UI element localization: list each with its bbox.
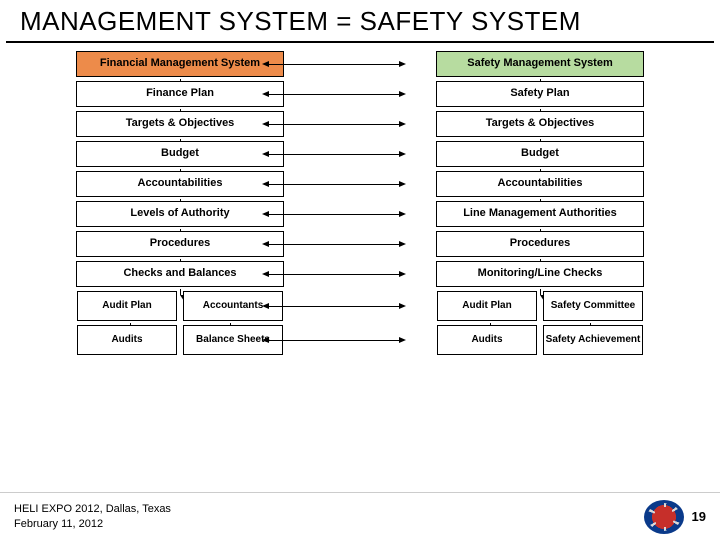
footer-text: HELI EXPO 2012, Dallas, Texas February 1… bbox=[14, 502, 171, 531]
left-box: Finance Plan bbox=[76, 81, 284, 107]
double-arrow-icon bbox=[268, 184, 400, 185]
left-split-box: Audits bbox=[77, 325, 177, 355]
logo-icon bbox=[644, 500, 684, 534]
page-number: 19 bbox=[692, 509, 706, 524]
page-title: MANAGEMENT SYSTEM = SAFETY SYSTEM bbox=[6, 0, 714, 43]
right-box: Accountabilities bbox=[436, 171, 644, 197]
right-box: Budget bbox=[436, 141, 644, 167]
right-box: Safety Plan bbox=[436, 81, 644, 107]
right-column: Safety Management System Safety Plan Targe… bbox=[410, 51, 670, 355]
footer-line1: HELI EXPO 2012, Dallas, Texas bbox=[14, 502, 171, 516]
slide: MANAGEMENT SYSTEM = SAFETY SYSTEM Financ… bbox=[0, 0, 720, 540]
right-box: Procedures bbox=[436, 231, 644, 257]
double-arrow-icon bbox=[268, 306, 400, 307]
left-column: Financial Management System Finance Plan T… bbox=[50, 51, 310, 355]
right-box: Line Management Authorities bbox=[436, 201, 644, 227]
left-box: Levels of Authority bbox=[76, 201, 284, 227]
double-arrow-icon bbox=[268, 340, 400, 341]
left-box: Accountabilities bbox=[76, 171, 284, 197]
left-box: Financial Management System bbox=[76, 51, 284, 77]
right-split-box: Safety Committee bbox=[543, 291, 643, 321]
left-split-row: Audit PlanAccountants bbox=[77, 291, 283, 321]
double-arrow-icon bbox=[268, 64, 400, 65]
left-split-row: AuditsBalance Sheets bbox=[77, 325, 283, 355]
right-split-box: Safety Achievement bbox=[543, 325, 643, 355]
double-arrow-icon bbox=[268, 214, 400, 215]
right-split-box: Audits bbox=[437, 325, 537, 355]
double-arrow-icon bbox=[268, 274, 400, 275]
right-split-row: Audit PlanSafety Committee bbox=[437, 291, 643, 321]
double-arrow-icon bbox=[268, 244, 400, 245]
right-split-box: Audit Plan bbox=[437, 291, 537, 321]
left-box: Checks and Balances bbox=[76, 261, 284, 287]
diagram: Financial Management System Finance Plan T… bbox=[10, 51, 710, 481]
left-box: Targets & Objectives bbox=[76, 111, 284, 137]
right-box: Safety Management System bbox=[436, 51, 644, 77]
right-box: Targets & Objectives bbox=[436, 111, 644, 137]
right-split-row: AuditsSafety Achievement bbox=[437, 325, 643, 355]
left-split-box: Audit Plan bbox=[77, 291, 177, 321]
footer-right: 19 bbox=[644, 500, 706, 534]
double-arrow-icon bbox=[268, 154, 400, 155]
left-box: Procedures bbox=[76, 231, 284, 257]
left-box: Budget bbox=[76, 141, 284, 167]
right-box: Monitoring/Line Checks bbox=[436, 261, 644, 287]
double-arrow-icon bbox=[268, 124, 400, 125]
footer: HELI EXPO 2012, Dallas, Texas February 1… bbox=[0, 492, 720, 540]
double-arrow-icon bbox=[268, 94, 400, 95]
footer-line2: February 11, 2012 bbox=[14, 517, 171, 531]
